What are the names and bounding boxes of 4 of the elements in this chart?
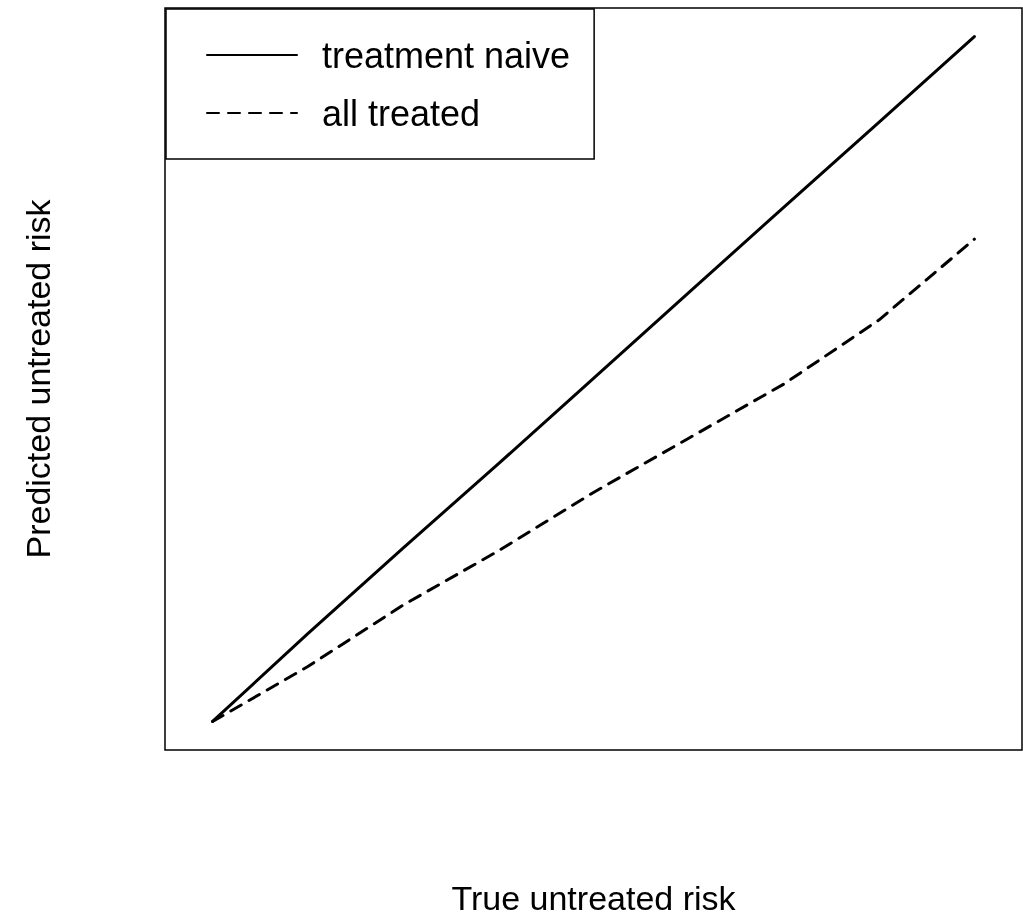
legend-label: all treated	[322, 92, 481, 134]
legend-label: treatment naive	[322, 34, 571, 76]
x-axis-title: True untreated risk	[451, 879, 737, 917]
y-axis-title: Predicted untreated risk	[19, 198, 57, 559]
